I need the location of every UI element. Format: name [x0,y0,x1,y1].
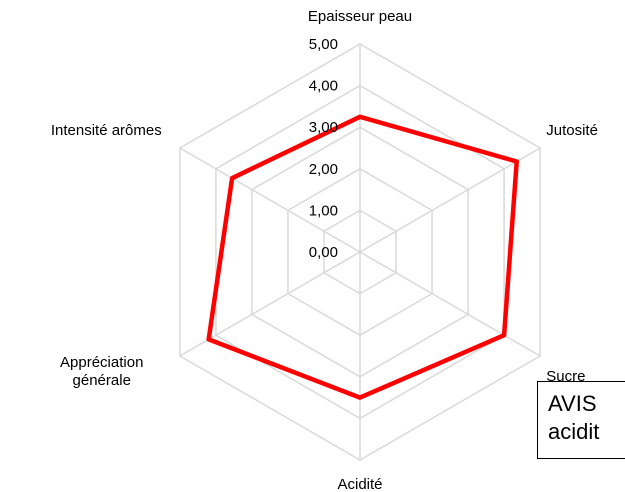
y-tick-label: 0,00 [309,244,338,261]
category-label: Epaisseur peau [307,8,413,25]
y-tick-label: 4,00 [309,78,338,95]
spoke [359,147,541,253]
category-label: Sucre [546,368,586,385]
category-label: Jutosité [546,122,598,139]
y-tick-label: 2,00 [309,161,338,178]
annotation: acidit [548,419,600,444]
category-label: Acidité [337,476,383,492]
annotation-box: AVIS acidit [537,381,625,459]
category-label: Intensité arômes [50,122,162,139]
y-tick-label: 1,00 [309,202,338,219]
annotation: AVIS [548,391,597,416]
spoke [179,147,361,253]
y-tick-label: 5,00 [309,36,338,53]
spoke [359,251,541,357]
y-tick-label: 3,00 [309,119,338,136]
radar-line [206,114,519,400]
category-label: Appréciation générale [60,354,144,389]
